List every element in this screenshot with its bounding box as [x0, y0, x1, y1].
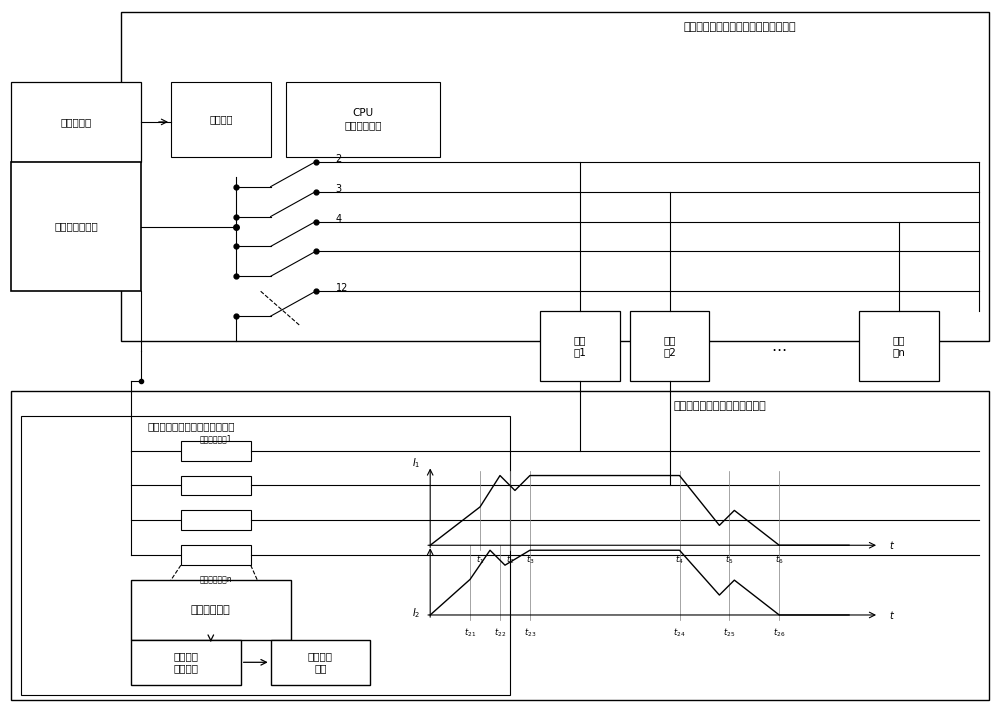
Bar — [859, 311, 939, 381]
Text: 发动机指令与控制匹配性测试仪: 发动机指令与控制匹配性测试仪 — [673, 401, 766, 411]
Bar — [271, 640, 370, 685]
Text: 电磁
阀1: 电磁 阀1 — [573, 336, 586, 357]
Text: 12: 12 — [335, 283, 348, 293]
Text: $t_{21}$: $t_{21}$ — [464, 626, 476, 639]
Text: $t_3$: $t_3$ — [526, 554, 534, 567]
Text: $t_6$: $t_6$ — [775, 554, 784, 567]
Text: $I_1$: $I_1$ — [412, 456, 420, 471]
Bar — [131, 640, 241, 685]
Text: $t_{22}$: $t_{22}$ — [494, 626, 506, 639]
Text: $t_1$: $t_1$ — [476, 554, 484, 567]
Text: 大功率直流电源: 大功率直流电源 — [54, 222, 98, 232]
Text: …: … — [772, 338, 787, 353]
Bar — [11, 391, 989, 700]
Text: 通信接口: 通信接口 — [209, 114, 233, 124]
Text: $t_{26}$: $t_{26}$ — [773, 626, 785, 639]
Text: 电流采样电阻1: 电流采样电阻1 — [200, 434, 232, 443]
Text: 高速数据
采集单元: 高速数据 采集单元 — [173, 651, 198, 673]
Bar — [181, 476, 251, 496]
Text: 电磁
阀2: 电磁 阀2 — [663, 336, 676, 357]
Bar — [11, 162, 141, 292]
Bar — [630, 311, 709, 381]
Bar — [181, 545, 251, 565]
Text: 2: 2 — [335, 154, 342, 164]
Text: 发动机指令与控制匹配性测试仪: 发动机指令与控制匹配性测试仪 — [147, 421, 235, 431]
Text: $I_2$: $I_2$ — [412, 606, 420, 620]
Bar — [21, 416, 510, 695]
Text: $t_{23}$: $t_{23}$ — [524, 626, 536, 639]
Text: 数据分析
单元: 数据分析 单元 — [308, 651, 333, 673]
Text: 信号调理单元: 信号调理单元 — [191, 605, 231, 615]
Text: 发动机指令与控制匹配性测试仪校准器: 发动机指令与控制匹配性测试仪校准器 — [683, 22, 796, 32]
Bar — [286, 82, 440, 157]
Bar — [121, 12, 989, 341]
Text: $t_5$: $t_5$ — [725, 554, 734, 567]
Text: CPU
时序控制中心: CPU 时序控制中心 — [345, 108, 382, 129]
Bar — [181, 441, 251, 461]
Text: $t_2$: $t_2$ — [506, 554, 514, 567]
Text: $t$: $t$ — [889, 539, 895, 551]
Text: $t_4$: $t_4$ — [675, 554, 684, 567]
Text: $t_{25}$: $t_{25}$ — [723, 626, 735, 639]
Text: 电流采样电阻n: 电流采样电阻n — [199, 576, 232, 584]
Bar — [540, 311, 620, 381]
Bar — [131, 580, 291, 640]
Text: 4: 4 — [335, 213, 342, 223]
Text: 电磁
阀n: 电磁 阀n — [892, 336, 905, 357]
Text: $t_{24}$: $t_{24}$ — [673, 626, 686, 639]
Bar — [11, 82, 141, 162]
Bar — [171, 82, 271, 157]
Text: 测控计算机: 测控计算机 — [61, 117, 92, 127]
Text: 3: 3 — [335, 183, 342, 193]
Bar — [181, 510, 251, 530]
Text: $t$: $t$ — [889, 609, 895, 621]
